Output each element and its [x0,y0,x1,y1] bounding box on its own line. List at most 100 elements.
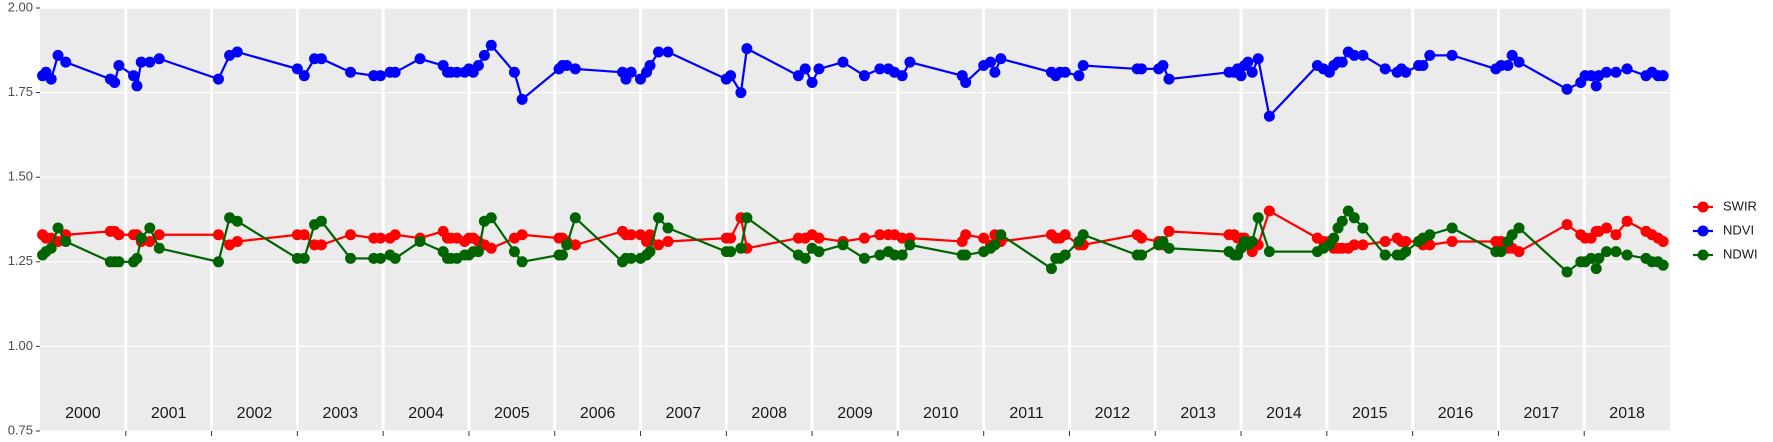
data-point [725,70,737,82]
data-point [989,239,1001,251]
data-point [1446,235,1458,247]
data-point [858,232,870,244]
data-point [1379,235,1391,247]
data-point [1561,266,1573,278]
data-point [662,222,674,234]
data-point [298,70,310,82]
data-point [231,46,243,58]
data-point [995,53,1007,65]
data-point [315,215,327,227]
legend-label: NDWI [1723,246,1758,261]
data-point [1157,60,1169,72]
data-point [741,43,753,55]
data-point [1379,249,1391,261]
data-point [896,249,908,261]
data-point [985,56,997,68]
data-point [904,239,916,251]
data-point [1621,249,1633,261]
year-label: 2003 [322,405,358,422]
data-point [1246,235,1258,247]
data-point [960,76,972,88]
data-point [1513,222,1525,234]
legend-label: SWIR [1723,198,1757,213]
data-point [569,239,581,251]
data-point [1601,222,1613,234]
data-point [888,249,900,261]
data-point [131,80,143,92]
data-point [1601,66,1613,78]
data-point [212,229,224,241]
data-point [1357,49,1369,61]
data-point [1400,246,1412,258]
data-point [561,239,573,251]
data-point [813,63,825,75]
data-point [735,87,747,99]
panel-background [40,8,1670,431]
data-point [1163,225,1175,237]
data-point [1585,252,1597,264]
legend-key-point [1697,249,1709,261]
data-point [858,70,870,82]
data-point [1657,70,1669,82]
data-point [485,39,497,51]
data-point [414,235,426,247]
data-point [569,63,581,75]
data-point [813,246,825,258]
data-point [1163,73,1175,85]
data-point [1379,63,1391,75]
data-point [858,252,870,264]
year-label: 2018 [1609,405,1645,422]
data-point [978,232,990,244]
data-point [1242,56,1254,68]
year-label: 2012 [1095,405,1131,422]
data-point [741,212,753,224]
data-point [1424,239,1436,251]
data-point [1621,63,1633,75]
year-label: 2004 [408,405,444,422]
year-label: 2009 [837,405,873,422]
data-point [1246,66,1258,78]
data-point [1059,229,1071,241]
data-point [792,70,804,82]
data-point [1263,205,1275,217]
data-point [1252,53,1264,65]
data-point [837,239,849,251]
data-point [389,66,401,78]
data-point [1424,229,1436,241]
data-point [1585,70,1597,82]
data-point [291,63,303,75]
data-point [1073,70,1085,82]
data-point [144,222,156,234]
data-point [516,93,528,105]
data-point [1077,229,1089,241]
data-point [625,229,637,241]
data-point [389,252,401,264]
data-point [345,252,357,264]
data-point [874,249,886,261]
y-tick-label: 2.00 [8,0,33,14]
data-point [556,249,568,261]
data-point [896,70,908,82]
data-point [212,73,224,85]
year-label: 2008 [751,405,787,422]
data-point [478,49,490,61]
year-label: 2002 [237,405,273,422]
data-point [813,232,825,244]
data-point [1601,246,1613,258]
data-point [298,252,310,264]
data-point [561,60,573,72]
data-point [485,212,497,224]
data-point [1424,49,1436,61]
data-point [131,252,143,264]
data-point [1235,70,1247,82]
data-point [1136,232,1148,244]
data-point [799,63,811,75]
data-point [389,229,401,241]
data-point [1590,80,1602,92]
data-point [144,56,156,68]
data-point [1610,246,1622,258]
data-point [298,229,310,241]
data-point [345,229,357,241]
data-point [472,246,484,258]
